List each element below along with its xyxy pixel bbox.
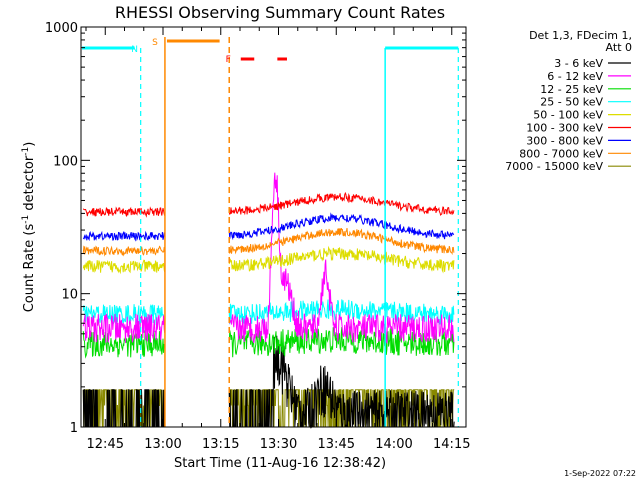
ylabel-mid: detector [22, 155, 37, 215]
annotation-N: N [131, 45, 138, 55]
series-line-5-seg0 [82, 206, 166, 218]
series-line-1-seg0 [82, 313, 166, 343]
data-layer [82, 172, 455, 429]
x-tick-label-0: 12:45 [87, 437, 124, 452]
x-tick-label-2: 13:15 [202, 437, 239, 452]
overlay-layer: N S F [82, 37, 459, 427]
x-axis-label: Start Time (11-Aug-16 12:38:42) [174, 456, 386, 471]
axes: 12:45 13:00 13:15 13:30 13:45 14:00 14:15 1 10 10… [45, 21, 471, 452]
y-tick-label-0: 1 [70, 421, 78, 436]
series-line-4-seg1 [228, 245, 455, 274]
y-tick-label-3: 1000 [45, 21, 78, 36]
y-axis-label: Count Rate (s-1 detector-1) [21, 142, 37, 313]
footer-date: 1-Sep-2022 07:22 [564, 469, 636, 478]
annotation-S: S [152, 38, 158, 48]
legend-label-7: 800 - 7000 keV [519, 147, 603, 160]
series-line-5-seg1 [228, 191, 455, 217]
series-line-7-seg0 [82, 245, 166, 257]
legend-label-1: 6 - 12 keV [547, 70, 603, 83]
series-line-2-seg0 [82, 330, 166, 359]
annotation-F: F [226, 55, 231, 65]
legend-label-4: 50 - 100 keV [533, 109, 603, 122]
series-line-3-seg0 [82, 304, 165, 326]
series-line-3-seg1 [228, 299, 455, 325]
y-tick-label-2: 100 [53, 154, 78, 169]
series-line-7-seg1 [228, 228, 455, 256]
legend-label-0: 3 - 6 keV [554, 57, 603, 70]
x-tick-label-4: 13:45 [318, 437, 355, 452]
x-tick-label-6: 14:15 [433, 437, 470, 452]
series-line-4-seg0 [82, 259, 166, 275]
x-tick-label-3: 13:30 [260, 437, 297, 452]
x-tick-label-5: 14:00 [375, 437, 412, 452]
ylabel-main: Count Rate (s [22, 224, 37, 313]
y-tick-label-1: 10 [61, 288, 78, 303]
legend-label-8: 7000 - 15000 keV [505, 160, 603, 173]
series-line-1-seg1 [228, 172, 455, 345]
chart-title: RHESSI Observing Summary Count Rates [115, 3, 445, 22]
series-line-2-seg1 [228, 326, 455, 358]
legend-label-5: 100 - 300 keV [526, 122, 603, 135]
plot-frame [80, 26, 467, 428]
ylabel-sup1: -1 [21, 215, 31, 224]
legend-title-2: Att 0 [606, 41, 632, 54]
ylabel-sup2: -1 [21, 147, 31, 156]
legend-label-6: 300 - 800 keV [526, 134, 603, 147]
legend-title-1: Det 1,3, FDecim 1, [529, 29, 632, 42]
series-line-6-seg0 [82, 230, 166, 242]
legend-label-3: 25 - 50 keV [540, 96, 603, 109]
x-tick-label-1: 13:00 [144, 437, 181, 452]
ylabel-end: ) [22, 142, 37, 147]
legend-label-2: 12 - 25 keV [540, 83, 603, 96]
series-line-6-seg1 [228, 212, 455, 241]
